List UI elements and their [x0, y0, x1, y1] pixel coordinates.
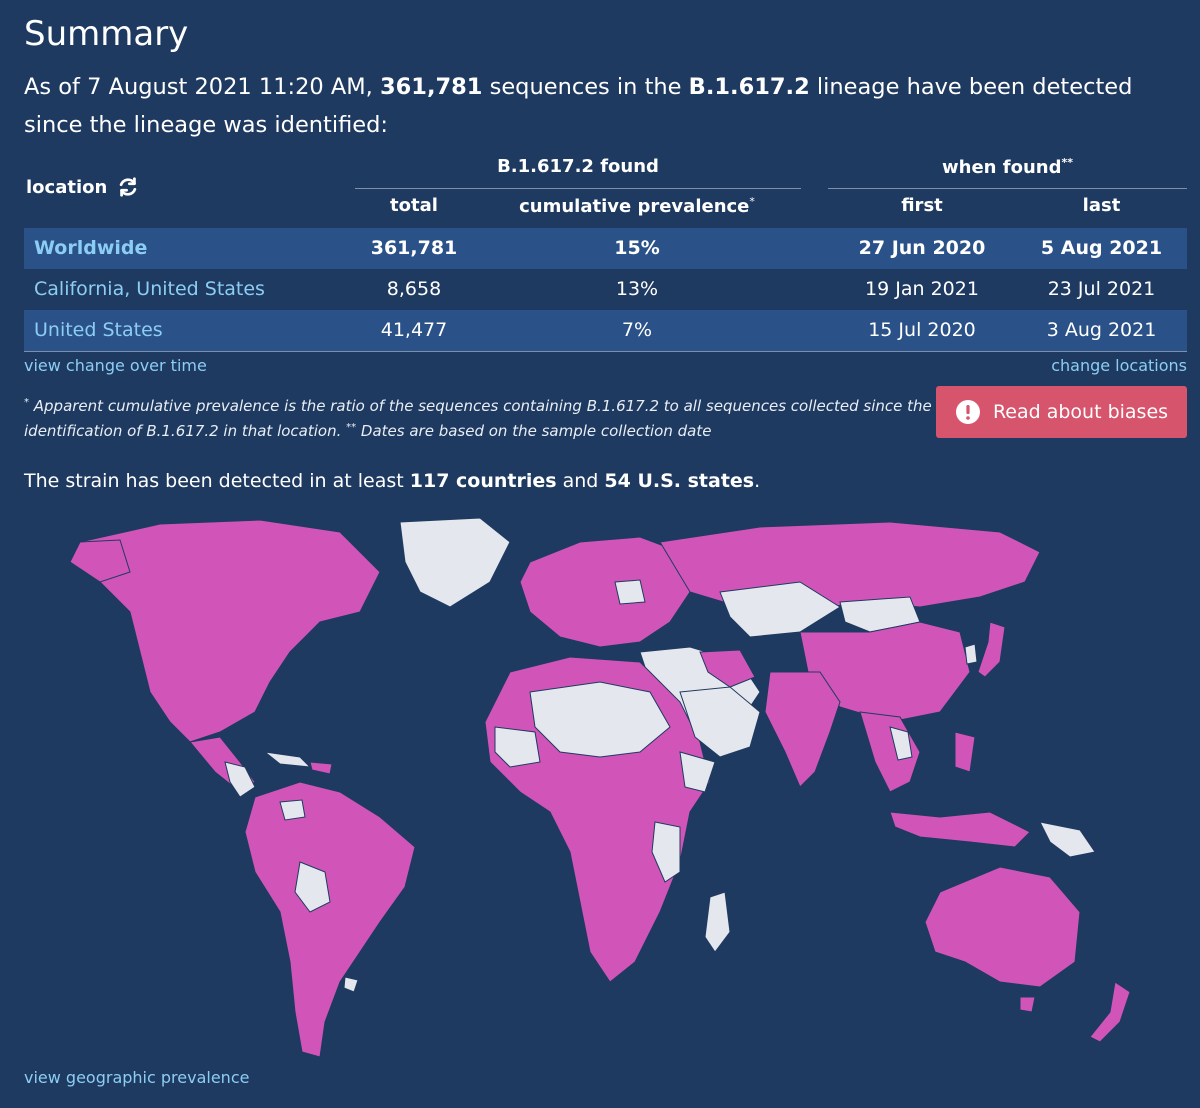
- map-region-india: [764, 671, 841, 788]
- map-region-europe: [519, 536, 691, 648]
- map-region-central-america-grey: [224, 761, 256, 798]
- map-region-caribbean-2: [309, 761, 333, 775]
- map-region-sahara: [529, 681, 671, 758]
- location-link[interactable]: Worldwide: [34, 237, 148, 259]
- strain-detection-text: The strain has been detected in at least…: [24, 470, 761, 492]
- map-region-middle-east-pink: [699, 649, 756, 688]
- location-link[interactable]: United States: [34, 319, 163, 341]
- alert-circle-icon: [955, 400, 980, 424]
- refresh-icon[interactable]: [117, 176, 139, 198]
- map-region-west-africa: [494, 726, 541, 768]
- total-cell: 41,477: [380, 319, 448, 341]
- group-header-when: when found**: [942, 156, 1073, 178]
- group-divider: [355, 188, 801, 189]
- prevalence-cell: 7%: [621, 319, 653, 341]
- country-count: 117 countries: [409, 470, 557, 492]
- map-region-japan: [977, 621, 1006, 678]
- map-region-south-america-grey-2: [279, 799, 306, 821]
- map-region-korea: [964, 643, 978, 665]
- view-geographic-prevalence-link[interactable]: view geographic prevalence: [24, 1068, 250, 1087]
- first-date-cell: 19 Jan 2021: [865, 278, 979, 300]
- map-region-east-africa: [651, 821, 681, 883]
- table-row: United States 41,477 7% 15 Jul 2020 3 Au…: [24, 310, 1187, 351]
- map-region-caribbean: [263, 751, 312, 768]
- map-region-new-zealand: [1089, 981, 1131, 1043]
- table-row: Worldwide 361,781 15% 27 Jun 2020 5 Aug …: [24, 228, 1187, 269]
- last-date-cell: 3 Aug 2021: [1046, 319, 1157, 341]
- map-region-alaska: [69, 539, 131, 583]
- location-header: location: [26, 176, 139, 198]
- table-row: California, United States 8,658 13% 19 J…: [24, 269, 1187, 310]
- state-count: 54 U.S. states: [604, 470, 755, 492]
- prevalence-cell: 15%: [614, 237, 660, 259]
- map-region-north-america: [79, 519, 381, 743]
- map-region-tasmania: [1019, 996, 1036, 1013]
- column-header-total: total: [390, 195, 438, 216]
- map-region-australia: [924, 866, 1081, 988]
- map-region-south-america-grey-3: [343, 976, 359, 993]
- map-region-horn: [679, 751, 716, 793]
- map-region-greenland: [399, 517, 511, 608]
- map-region-indonesia: [889, 811, 1031, 848]
- prevalence-cell: 13%: [615, 278, 659, 300]
- map-region-philippines: [954, 731, 976, 773]
- group-header-found: B.1.617.2 found: [497, 156, 659, 177]
- column-header-prevalence: cumulative prevalence*: [519, 195, 755, 217]
- total-cell: 361,781: [370, 237, 458, 259]
- first-date-cell: 15 Jul 2020: [868, 319, 976, 341]
- map-region-europe-grey: [614, 579, 646, 605]
- column-header-last: last: [1082, 195, 1121, 216]
- first-date-cell: 27 Jun 2020: [858, 237, 986, 259]
- location-link[interactable]: California, United States: [34, 278, 265, 300]
- group-divider: [828, 188, 1187, 189]
- footnote: * Apparent cumulative prevalence is the …: [24, 397, 932, 440]
- last-date-cell: 23 Jul 2021: [1047, 278, 1156, 300]
- last-date-cell: 5 Aug 2021: [1040, 237, 1163, 259]
- map-region-arabia: [679, 686, 761, 758]
- map-region-madagascar: [704, 891, 731, 953]
- map-region-russia: [659, 521, 1041, 613]
- map-region-south-america-grey-1: [294, 861, 331, 913]
- map-region-papua: [1039, 821, 1096, 858]
- read-about-biases-button[interactable]: Read about biases: [936, 386, 1187, 438]
- total-cell: 8,658: [386, 278, 442, 300]
- page-title: Summary: [24, 14, 189, 54]
- change-locations-link[interactable]: change locations: [1051, 356, 1187, 375]
- table-divider: [24, 351, 1187, 352]
- world-map: [69, 517, 1131, 1058]
- map-region-south-america: [244, 781, 416, 1058]
- column-header-first: first: [901, 195, 943, 216]
- sequence-count: 361,781: [379, 74, 483, 100]
- lineage-name: B.1.617.2: [688, 74, 810, 100]
- map-region-southeast-asia-grey: [889, 726, 913, 761]
- view-change-over-time-link[interactable]: view change over time: [24, 356, 207, 375]
- summary-intro: As of 7 August 2021 11:20 AM, 361,781 se…: [24, 74, 1133, 138]
